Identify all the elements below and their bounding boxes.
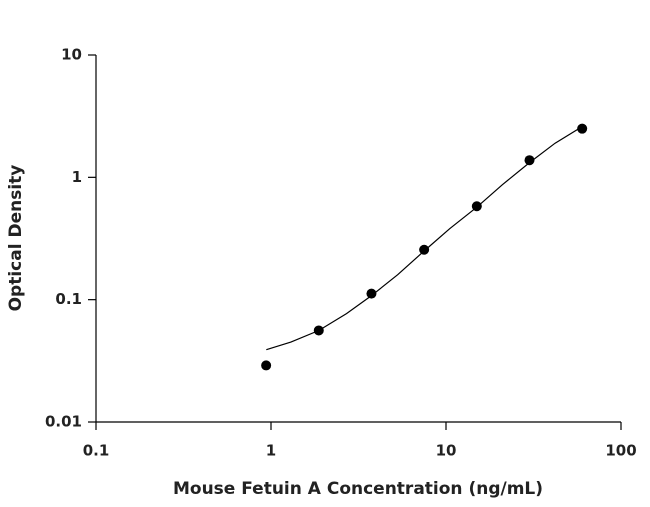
fit-curve — [266, 126, 583, 351]
y-tick-label: 10 — [61, 46, 82, 64]
y-tick-label: 0.1 — [55, 290, 82, 308]
data-point — [577, 123, 588, 134]
x-axis-label: Mouse Fetuin A Concentration (ng/mL) — [173, 479, 543, 499]
x-tick-label: 10 — [436, 442, 457, 460]
y-tick-label: 1 — [72, 168, 82, 186]
data-point — [419, 244, 430, 255]
x-tick-label: 1 — [266, 442, 276, 460]
data-point — [261, 360, 272, 371]
data-point — [366, 288, 377, 299]
data-point — [313, 325, 324, 336]
y-axis-label: Optical Density — [6, 165, 26, 312]
data-point — [471, 201, 482, 212]
x-tick-label: 0.1 — [83, 442, 110, 460]
data-point — [524, 155, 535, 166]
x-tick-label: 100 — [605, 442, 636, 460]
y-tick-label: 0.01 — [45, 413, 82, 431]
